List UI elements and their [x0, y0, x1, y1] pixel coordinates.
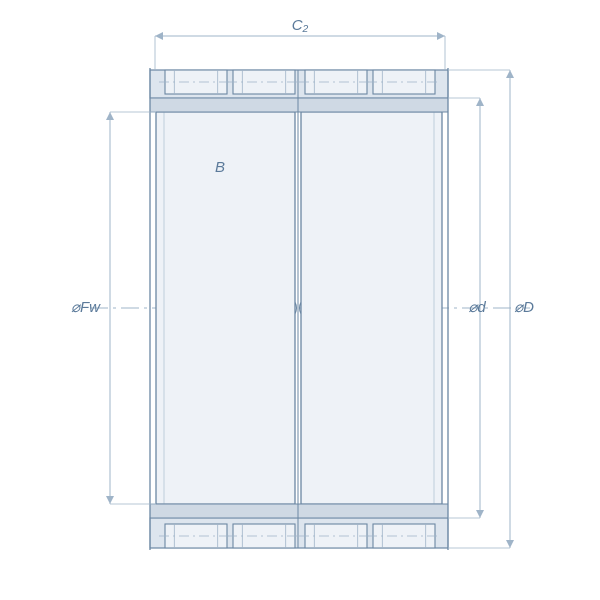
label-D: ⌀D: [514, 299, 534, 316]
label-B: B: [215, 159, 225, 176]
label-d: ⌀d: [468, 299, 486, 316]
label-C2: C₂: [292, 17, 309, 34]
label-Fw: ⌀Fᴡ: [71, 299, 101, 316]
inner-sleeve-right: [301, 112, 442, 504]
inner-sleeve-left: [156, 112, 295, 504]
bearing-body: [90, 68, 530, 550]
